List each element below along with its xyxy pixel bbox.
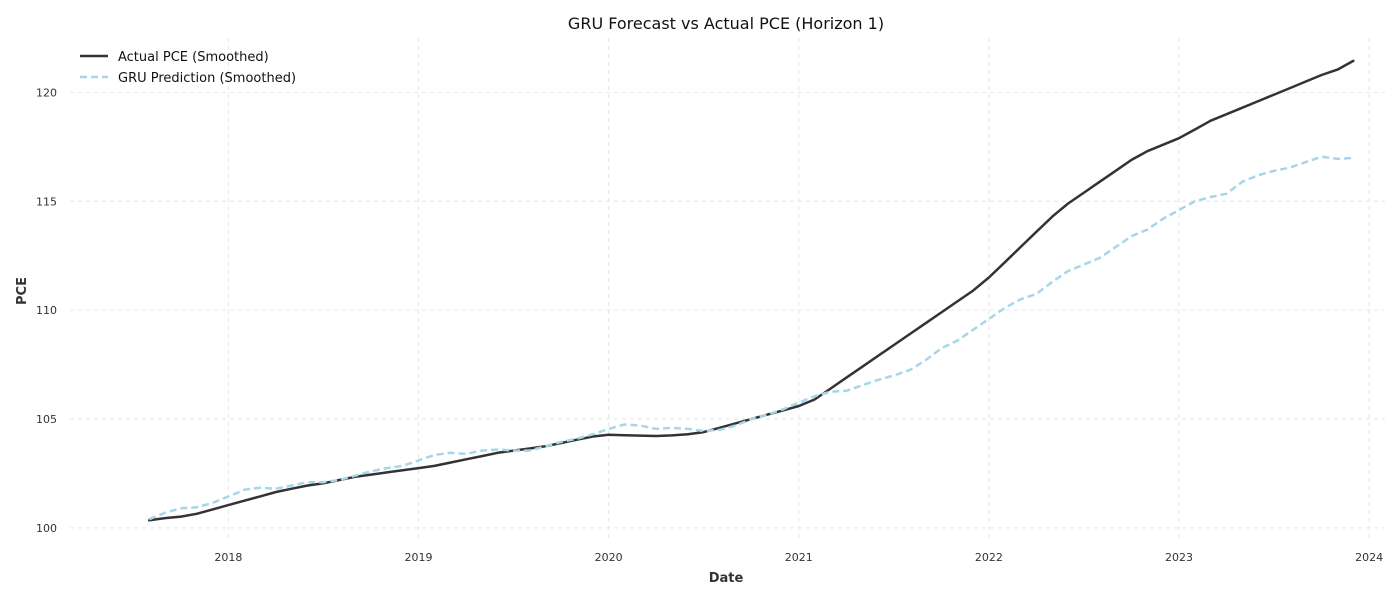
series-line-prediction [148, 155, 1354, 521]
y-tick-label: 105 [36, 413, 57, 426]
y-axis-label: PCE [15, 277, 30, 305]
x-axis-label: Date [709, 571, 744, 586]
y-tick-label: 115 [36, 195, 57, 208]
x-tick-label: 2022 [975, 551, 1003, 564]
chart-title: GRU Forecast vs Actual PCE (Horizon 1) [568, 14, 884, 33]
series-layer [147, 59, 1355, 522]
legend-label-prediction: GRU Prediction (Smoothed) [118, 71, 296, 86]
x-tick-label: 2019 [405, 551, 433, 564]
x-tick-label: 2023 [1165, 551, 1193, 564]
chart-legend: Actual PCE (Smoothed) GRU Prediction (Sm… [80, 50, 296, 86]
x-tick-label: 2024 [1355, 551, 1383, 564]
ticks-layer: 2018 2019 2020 2021 2022 2023 2024 100 105 110 115… [36, 86, 1383, 564]
grid-layer [70, 38, 1385, 541]
y-tick-label: 100 [36, 522, 57, 535]
series-line-actual [147, 59, 1355, 522]
x-tick-label: 2021 [785, 551, 813, 564]
y-tick-label: 120 [36, 86, 57, 99]
x-tick-label: 2020 [595, 551, 623, 564]
x-tick-label: 2018 [214, 551, 242, 564]
legend-label-actual: Actual PCE (Smoothed) [118, 50, 269, 65]
y-tick-label: 110 [36, 304, 57, 317]
